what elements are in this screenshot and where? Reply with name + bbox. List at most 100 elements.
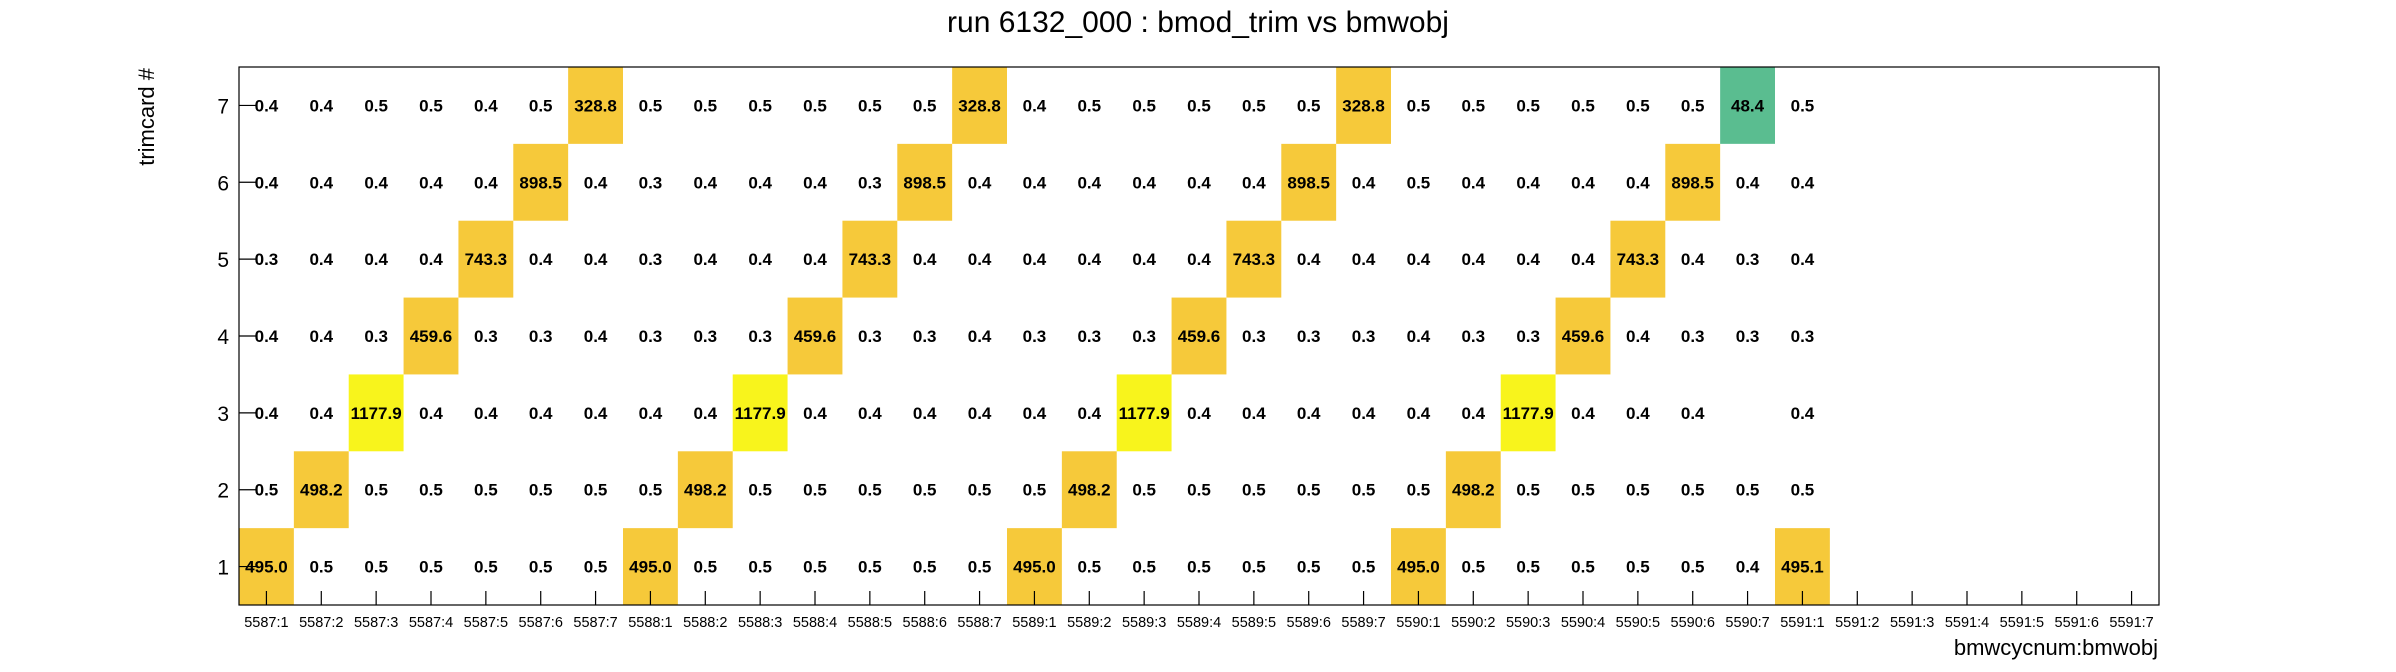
cell-value-label: 0.4 [309,404,333,423]
heatmap-value-labels: 495.0 0.5 0.5 0.5 0.5 0.5 0.5 495.0 0.5 0.5 0.5 0.5… [245,96,1824,576]
cell-value-label: 0.5 [1516,558,1540,577]
cell-value-label: 0.4 [584,173,608,192]
cell-value-label: 0.4 [1407,327,1431,346]
cell-value-label: 0.4 [693,404,717,423]
cell-value-label: 459.6 [794,327,837,346]
cell-value-label: 0.5 [693,558,717,577]
cell-value-label: 0.4 [1023,404,1047,423]
cell-value-label: 0.5 [1791,481,1815,500]
heatmap-cell [1720,67,1775,144]
cell-value-label: 0.4 [1407,250,1431,269]
cell-value-label: 0.4 [968,173,992,192]
cell-value-label: 0.5 [858,481,882,500]
x-tick-label: 5590:5 [1616,615,1660,631]
cell-value-label: 0.4 [1132,250,1156,269]
x-tick-label: 5590:6 [1671,615,1715,631]
y-tick-label: 6 [217,172,229,195]
cell-value-label: 0.5 [639,481,663,500]
heatmap-cell [897,143,953,221]
y-tick-label: 3 [217,403,229,426]
x-tick-label: 5591:7 [2109,615,2153,631]
x-tick-label: 5589:6 [1287,615,1331,631]
cell-value-label: 0.4 [748,173,772,192]
cell-value-label: 0.4 [255,173,279,192]
cell-value-label: 0.5 [1297,558,1321,577]
cell-value-label: 743.3 [849,250,892,269]
heatmap-cell [842,220,898,298]
cell-value-label: 0.4 [474,173,498,192]
cell-value-label: 0.4 [1461,173,1485,192]
x-tick-label: 5591:5 [2000,615,2044,631]
cell-value-label: 0.3 [1023,327,1047,346]
cell-value-label: 0.5 [364,481,388,500]
cell-value-label: 0.4 [255,404,279,423]
cell-value-label: 0.4 [1791,173,1815,192]
cell-value-label: 0.5 [913,481,937,500]
cell-value-label: 0.5 [1077,96,1101,115]
cell-value-label: 0.4 [913,250,937,269]
heatmap-cell [1116,374,1172,452]
x-tick-label: 5591:4 [1945,615,1989,631]
y-axis-label: trimcard # [134,67,159,166]
x-axis: 5587:1 5587:2 5587:3 5587:4 5587:5 5587:6 5587… [244,591,2154,631]
cell-value-label: 0.4 [529,250,553,269]
cell-value-label: 0.4 [584,327,608,346]
x-tick-label: 5590:1 [1396,615,1440,631]
cell-value-label: 0.4 [1461,404,1485,423]
cell-value-label: 0.5 [858,96,882,115]
x-tick-label: 5590:3 [1506,615,1550,631]
x-tick-label: 5587:4 [409,615,453,631]
cell-value-label: 0.5 [1626,96,1650,115]
cell-value-label: 0.4 [1242,173,1266,192]
cell-value-label: 0.5 [1187,558,1211,577]
cell-value-label: 0.4 [255,96,279,115]
cell-value-label: 0.5 [1352,558,1376,577]
cell-value-label: 1177.9 [1119,404,1170,423]
cell-value-label: 0.4 [1352,173,1376,192]
cell-value-label: 495.1 [1781,558,1824,577]
cell-value-label: 0.4 [968,404,992,423]
x-tick-label: 5589:1 [1012,615,1056,631]
cell-value-label: 0.4 [419,173,443,192]
cell-value-label: 498.2 [1068,481,1111,500]
cell-value-label: 48.4 [1731,96,1765,115]
heatmap-cell [1336,67,1391,144]
cell-value-label: 0.3 [1791,327,1815,346]
cell-value-label: 0.5 [1571,96,1595,115]
cell-value-label: 0.3 [1077,327,1101,346]
cell-value-label: 0.3 [639,250,663,269]
cell-value-label: 498.2 [684,481,727,500]
cell-value-label: 0.3 [858,327,882,346]
x-tick-label: 5588:5 [848,615,892,631]
cell-value-label: 0.4 [1571,173,1595,192]
cell-value-label: 0.5 [419,481,443,500]
cell-value-label: 0.4 [693,173,717,192]
cell-value-label: 498.2 [300,481,343,500]
cell-value-label: 0.5 [1626,558,1650,577]
heatmap-cell [1226,220,1282,298]
cell-value-label: 0.5 [419,558,443,577]
cell-value-label: 0.5 [1736,481,1760,500]
cell-value-label: 0.5 [1077,558,1101,577]
cell-value-label: 0.5 [364,558,388,577]
cell-value-label: 0.5 [968,481,992,500]
cell-value-label: 0.5 [474,558,498,577]
cell-value-label: 0.4 [419,404,443,423]
cell-value-label: 0.4 [364,250,388,269]
heatmap-cell [1665,143,1721,221]
cell-value-label: 0.4 [1736,558,1760,577]
y-tick-label: 7 [217,95,229,118]
cell-value-label: 328.8 [1342,96,1385,115]
cell-value-label: 0.3 [1461,327,1485,346]
cell-value-label: 0.5 [1297,96,1321,115]
cell-value-label: 459.6 [1178,327,1221,346]
x-tick-label: 5587:1 [244,615,288,631]
cell-value-label: 0.5 [1407,96,1431,115]
cell-value-label: 495.0 [629,558,672,577]
cell-value-label: 0.3 [364,327,388,346]
x-tick-label: 5587:2 [299,615,343,631]
cell-value-label: 0.3 [693,327,717,346]
cell-value-label: 0.5 [1516,481,1540,500]
x-tick-label: 5589:7 [1341,615,1385,631]
